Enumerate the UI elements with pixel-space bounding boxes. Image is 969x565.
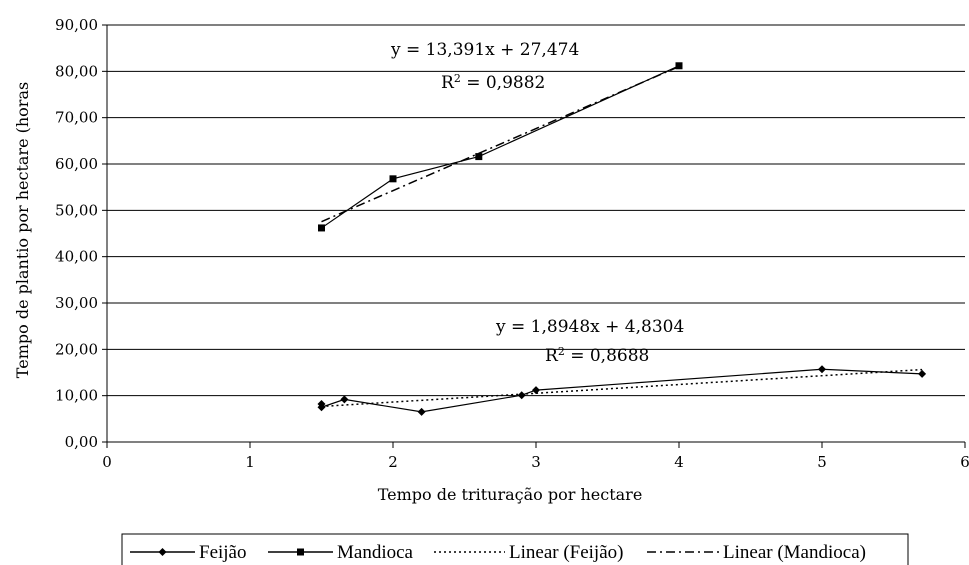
y-tick-label: 10,00 — [55, 387, 98, 405]
series-group — [317, 62, 927, 416]
x-tick-label: 5 — [817, 453, 827, 471]
y-tick-label: 20,00 — [55, 340, 98, 358]
legend-marker — [158, 548, 167, 556]
data-point — [317, 403, 326, 412]
r-squared-label: R2 = 0,8688 — [545, 345, 649, 367]
data-point — [318, 224, 325, 232]
legend-item: Linear (Feijão) — [434, 542, 623, 563]
grid-lines — [107, 24, 965, 443]
y-tick-label: 80,00 — [55, 62, 98, 80]
x-tick-label: 6 — [960, 453, 969, 471]
x-tick-label: 0 — [102, 453, 112, 471]
y-tick-label: 50,00 — [55, 201, 98, 219]
y-axis-label: Tempo de plantio por hectare (horas — [13, 82, 32, 378]
trendlines — [321, 65, 923, 408]
data-point — [675, 62, 683, 70]
x-tick-label: 1 — [245, 453, 255, 471]
data-point — [475, 153, 483, 161]
trendline-equation: y = 1,8948x + 4,8304 — [495, 317, 684, 337]
trendline — [321, 368, 923, 408]
legend-items: Feijão Mandioca Linear (Feijão) Linear (Man… — [130, 542, 866, 563]
data-point — [389, 175, 397, 183]
legend-label: Linear (Mandioca) — [723, 542, 866, 563]
y-tick-label: 0,00 — [65, 433, 98, 451]
legend-item: Feijão — [130, 542, 247, 563]
data-point — [532, 386, 540, 395]
data-point — [417, 407, 426, 416]
series-mandioca — [318, 62, 683, 232]
y-tick-label: 30,00 — [55, 294, 98, 312]
series-line — [320, 368, 923, 413]
x-tick-label: 2 — [388, 453, 398, 471]
y-tick-labels: 0,00 10,00 20,00 30,00 40,00 50,00 60,00 70,00 8… — [55, 16, 107, 451]
x-tick-label: 4 — [674, 453, 684, 471]
legend-label: Mandioca — [337, 542, 414, 563]
legend-label: Feijão — [199, 542, 247, 563]
y-tick-label: 60,00 — [55, 155, 98, 173]
y-tick-label: 40,00 — [55, 248, 98, 266]
series-line — [321, 65, 680, 229]
y-tick-label: 90,00 — [55, 16, 98, 34]
legend: Feijão Mandioca Linear (Feijão) Linear (Man… — [121, 533, 909, 565]
r-squared-label: R2 = 0,9882 — [441, 72, 545, 94]
legend-item: Linear (Mandioca) — [647, 542, 866, 563]
data-point — [918, 369, 927, 378]
x-tick-label: 3 — [531, 453, 541, 471]
legend-marker — [297, 548, 304, 556]
data-point — [818, 365, 826, 374]
trendline-equation: y = 13,391x + 27,474 — [390, 40, 579, 60]
legend-item: Mandioca — [268, 542, 414, 563]
x-tick-labels: 0 1 2 3 4 5 6 — [102, 442, 969, 471]
legend-box — [121, 533, 909, 565]
annotations: y = 1,8948x + 4,8304 R2 = 0,8688 y = 13,39… — [390, 40, 684, 366]
legend-label: Linear (Feijão) — [509, 542, 623, 563]
trendline — [321, 65, 680, 223]
data-point — [340, 395, 349, 404]
y-tick-label: 70,00 — [55, 109, 98, 127]
series-feijão — [317, 365, 927, 416]
x-axis-label: Tempo de trituração por hectare — [378, 485, 643, 504]
data-point — [517, 391, 526, 400]
